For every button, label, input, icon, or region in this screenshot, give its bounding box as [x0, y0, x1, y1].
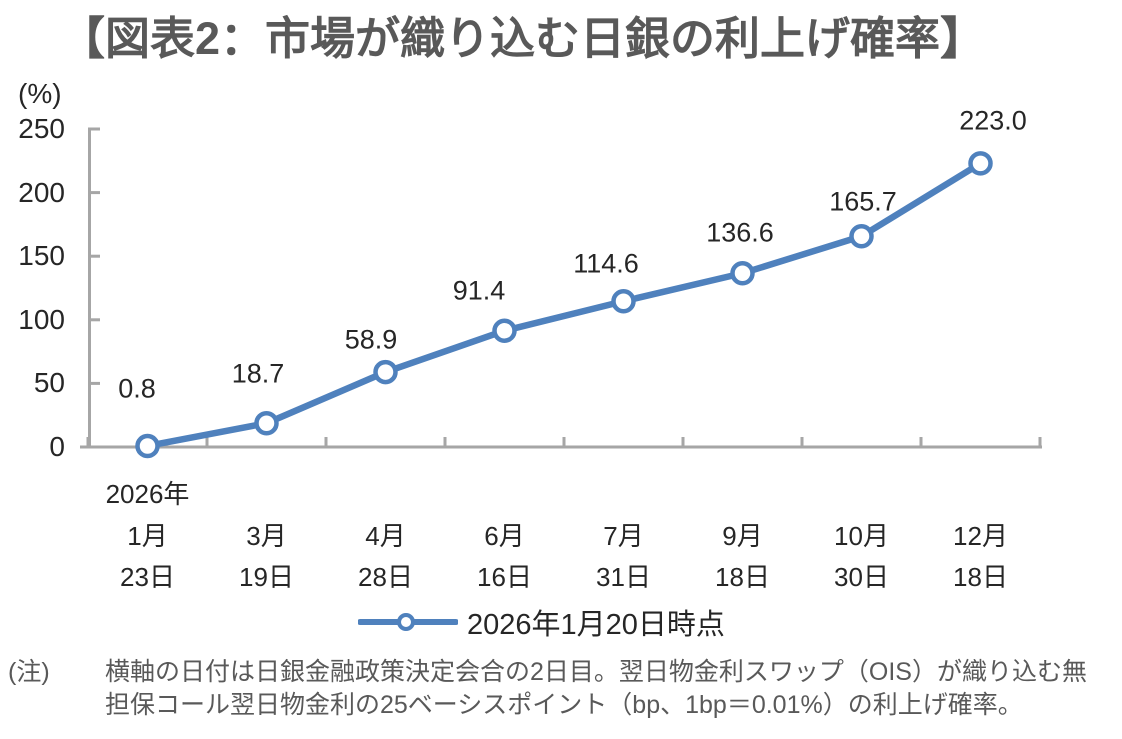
- data-point-label: 58.9: [344, 324, 398, 355]
- x-axis-day-label: 28日: [358, 562, 413, 592]
- footnote-line-2: 担保コール翌日物金利の25ベーシスポイント（bp、1bp＝0.01%）の利上げ確…: [105, 691, 1023, 719]
- x-axis-day-label: 18日: [953, 562, 1008, 592]
- y-axis-tick-label: 50: [33, 367, 65, 399]
- x-axis-month-label: 6月: [484, 521, 525, 551]
- x-axis-day-label: 23日: [120, 562, 175, 592]
- footnote-prefix: (注): [8, 658, 50, 686]
- x-axis-month-label: 4月: [365, 521, 406, 551]
- x-axis-month-label: 12月: [953, 521, 1008, 551]
- x-axis-month-label: 3月: [246, 521, 287, 551]
- x-axis-day-label: 18日: [715, 562, 770, 592]
- x-axis-month-label: 7月: [603, 521, 644, 551]
- chart-legend: 2026年1月20日時点: [358, 603, 725, 641]
- data-point-marker: [849, 223, 874, 249]
- legend-line-marker-icon: [358, 613, 458, 631]
- data-point-label: 165.7: [829, 186, 897, 217]
- x-axis-year-label: 2026年: [105, 479, 190, 509]
- data-point-label: 114.6: [573, 248, 639, 279]
- y-axis-tick-label: 0: [49, 431, 65, 462]
- footnote-text: 横軸の日付は日銀金融政策決定会合の2日目。翌日物金利スワップ（OIS）が織り込む…: [105, 656, 1117, 722]
- y-axis-tick-label: 250: [18, 113, 65, 144]
- data-point-marker: [611, 288, 636, 314]
- series-line: [144, 160, 984, 450]
- y-axis-unit-label: (%): [18, 78, 62, 109]
- x-axis-day-label: 30日: [834, 562, 889, 592]
- data-point-marker: [373, 359, 398, 385]
- x-axis-month-label: 10月: [834, 521, 889, 551]
- x-axis-day-label: 19日: [239, 562, 294, 592]
- footnote-line-1: 横軸の日付は日銀金融政策決定会合の2日目。翌日物金利スワップ（OIS）が織り込む…: [105, 658, 1087, 686]
- legend-marker-circle: [397, 613, 415, 631]
- data-point-marker: [492, 318, 517, 343]
- data-point-label: 0.8: [118, 373, 156, 404]
- data-point-label: 136.6: [706, 217, 774, 248]
- y-axis-tick-label: 150: [18, 240, 65, 272]
- data-point-label: 223.0: [959, 105, 1027, 136]
- x-axis-month-label: 9月: [722, 521, 763, 551]
- data-point-marker: [254, 410, 279, 436]
- x-axis-day-label: 16日: [477, 562, 532, 592]
- chart-title: 【図表2：市場が織り込む日銀の利上げ確率】: [60, 13, 986, 64]
- data-point-marker: [135, 433, 160, 459]
- data-point-label: 91.4: [452, 275, 506, 306]
- data-point-marker: [730, 260, 755, 286]
- x-axis-day-label: 31日: [596, 562, 651, 592]
- y-axis-tick-label: 100: [18, 303, 65, 335]
- legend-series-label: 2026年1月20日時点: [467, 609, 725, 641]
- y-axis-tick-label: 200: [18, 176, 65, 208]
- data-point-label: 18.7: [231, 358, 285, 389]
- data-point-marker: [968, 151, 993, 176]
- x-axis-month-label: 1月: [127, 521, 168, 551]
